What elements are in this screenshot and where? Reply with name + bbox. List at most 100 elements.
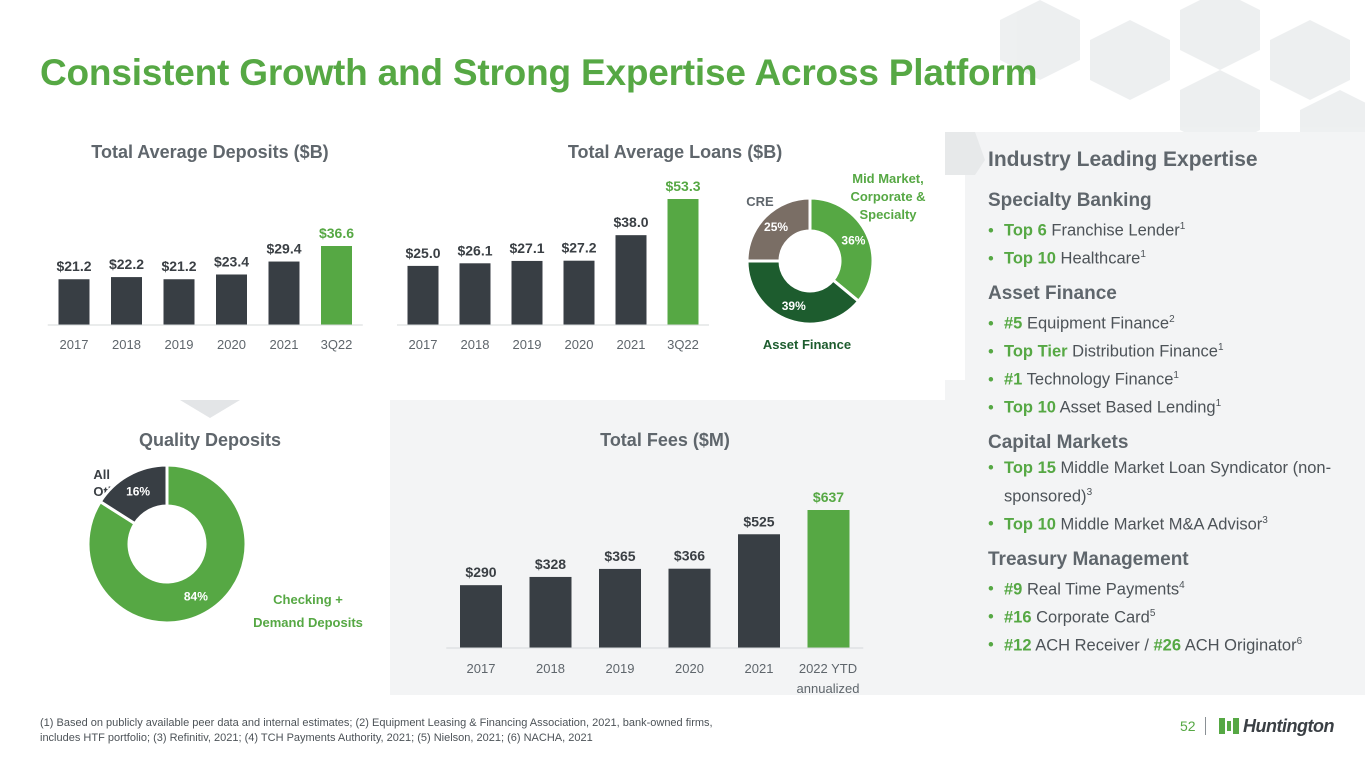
expertise-section: Specialty Banking • Top 6 Franchise Lender… — [988, 190, 1358, 271]
category-label: 2017 — [60, 337, 89, 352]
bar-2018 — [111, 277, 142, 325]
expertise-item: • #12 ACH Receiver / #26 ACH Originator6 — [988, 635, 1303, 655]
bar-3Q22 — [321, 246, 352, 325]
slice-percent-label: 84% — [184, 590, 208, 604]
category-label: 2020 — [675, 661, 704, 676]
expertise-item: • Top 10 Middle Market M&A Advisor3 — [988, 514, 1268, 534]
footer-divider — [1205, 717, 1206, 735]
quality-deposits-donut: All Other Checking + Demand Deposits 84%… — [86, 463, 363, 630]
bar-2018 — [459, 263, 491, 325]
expertise-heading: Industry Leading Expertise — [988, 148, 1258, 171]
expertise-section-title: Treasury Management — [988, 548, 1189, 570]
bar-value-label: $29.4 — [266, 241, 301, 257]
donut-slice — [745, 196, 812, 263]
slice-percent-label: 36% — [841, 234, 865, 248]
expertise-section: Treasury Management • #9 Real Time Payment… — [988, 549, 1358, 658]
donut-slice — [98, 463, 169, 526]
category-label: 2021 — [745, 661, 774, 676]
expertise-item: • #5 Equipment Finance2 — [988, 314, 1175, 333]
category-label: 2017 — [409, 337, 438, 352]
category-label: 2021 — [617, 337, 646, 352]
bar-2021 — [268, 261, 300, 325]
fees-chart-title: Total Fees ($M) — [600, 430, 730, 450]
bar-value-label: $23.4 — [214, 253, 249, 269]
donut-slice — [86, 463, 248, 625]
bar-value-label: $290 — [465, 564, 496, 580]
expertise-sections: Specialty Banking • Top 6 Franchise Lender… — [988, 190, 1358, 658]
donut-slice — [808, 196, 875, 304]
bar-2017 — [460, 585, 502, 648]
expertise-item: • Top Tier Distribution Finance1 — [988, 342, 1224, 361]
fees-category-last-line1: 2022 YTD — [799, 661, 857, 676]
bar-2020 — [563, 260, 595, 325]
label-checking-line2: Demand Deposits — [253, 615, 363, 630]
bar-2020 — [216, 274, 247, 325]
footnote: (1) Based on publicly available peer dat… — [40, 717, 713, 744]
bar-2018 — [529, 576, 572, 648]
category-label: 2019 — [513, 337, 542, 352]
expertise-section: Asset Finance • #5 Equipment Finance2 • Top … — [988, 283, 1358, 420]
bar-value-label: $21.2 — [56, 258, 91, 274]
bar-2019 — [163, 279, 195, 325]
bar-value-label: $328 — [535, 556, 566, 572]
category-label: 2018 — [536, 661, 565, 676]
category-label: 3Q22 — [321, 337, 353, 352]
bar-2020 — [668, 568, 711, 648]
bar-2019 — [599, 568, 641, 648]
bar-value-label: $366 — [674, 548, 705, 564]
bar-value-label: $22.2 — [109, 256, 144, 272]
bar-2022 — [807, 510, 850, 648]
fees-bar-chart: 2022 YTD annualized $290 2017 $328 2018 $365… — [446, 489, 864, 696]
bar-value-label: $637 — [813, 489, 844, 505]
expertise-item: • #9 Real Time Payments4 — [988, 579, 1185, 599]
label-all-other-line1: All — [93, 467, 110, 482]
category-label: 2019 — [606, 661, 635, 676]
bar-value-label: $525 — [743, 513, 774, 529]
label-mid-market-line1: Mid Market, — [852, 171, 924, 186]
expertise-section-title: Capital Markets — [988, 432, 1129, 453]
bar-2019 — [511, 260, 543, 325]
category-label: 2018 — [461, 337, 490, 352]
deposits-bar-chart: $21.2 2017 $22.2 2018 $21.2 2019 $23.4 2020 $29.… — [47, 225, 363, 352]
bar-2021 — [615, 235, 647, 325]
category-label: 2018 — [112, 337, 141, 352]
bar-value-label: $27.1 — [509, 240, 544, 256]
expertise-item: • Top 6 Franchise Lender1 — [988, 221, 1186, 240]
expertise-item: • Top 10 Healthcare1 — [988, 249, 1146, 268]
expertise-item: • #16 Corporate Card5 — [988, 607, 1156, 627]
bar-value-label: $25.0 — [405, 245, 440, 261]
slice-percent-label: 39% — [782, 299, 806, 313]
label-checking-line1: Checking + — [273, 592, 343, 607]
expertise-section-title: Asset Finance — [988, 283, 1117, 304]
page-title: Consistent Growth and Strong Expertise A… — [40, 52, 1038, 93]
expertise-section-title: Specialty Banking — [988, 190, 1152, 211]
expertise-item: • #1 Technology Finance1 — [988, 370, 1179, 389]
loans-bar-chart: $25.0 2017 $26.1 2018 $27.1 2019 $27.2 2020 $38.… — [397, 178, 709, 352]
quality-deposits-title: Quality Deposits — [138, 430, 282, 450]
bar-value-label: $36.6 — [319, 225, 354, 241]
category-label: 2020 — [217, 337, 246, 352]
expertise-item: • Top 15 Middle Market Loan Syndicator (n… — [988, 459, 1332, 505]
label-asset-finance: Asset Finance — [763, 337, 851, 352]
category-label: 2017 — [467, 661, 496, 676]
page-number: 52 — [1180, 718, 1196, 734]
slice-percent-label: 16% — [126, 484, 150, 498]
category-label: 2019 — [165, 337, 194, 352]
label-mid-market-line2: Corporate & — [850, 189, 925, 204]
expertise-section: Capital Markets • Top 15 Middle Market Loa… — [988, 432, 1358, 537]
bar-value-label: $26.1 — [457, 242, 492, 258]
bar-value-label: $27.2 — [561, 240, 596, 256]
logo-text: Huntington — [1243, 715, 1334, 736]
loans-chart-title: Total Average Loans ($B) — [567, 142, 783, 162]
bar-value-label: $365 — [604, 548, 635, 564]
loans-mix-donut: Mid Market, Corporate & Specialty CRE As… — [745, 171, 926, 352]
category-label: 2021 — [270, 337, 299, 352]
category-label: 3Q22 — [667, 337, 699, 352]
deposits-chart-title: Total Average Deposits ($B) — [91, 142, 329, 162]
bar-value-label: $21.2 — [161, 258, 196, 274]
bar-2017 — [407, 265, 439, 325]
category-label: 2020 — [565, 337, 594, 352]
fees-category-last-line2: annualized — [797, 681, 860, 696]
expertise-panel: Industry Leading Expertise Specialty Ban… — [988, 148, 1358, 670]
